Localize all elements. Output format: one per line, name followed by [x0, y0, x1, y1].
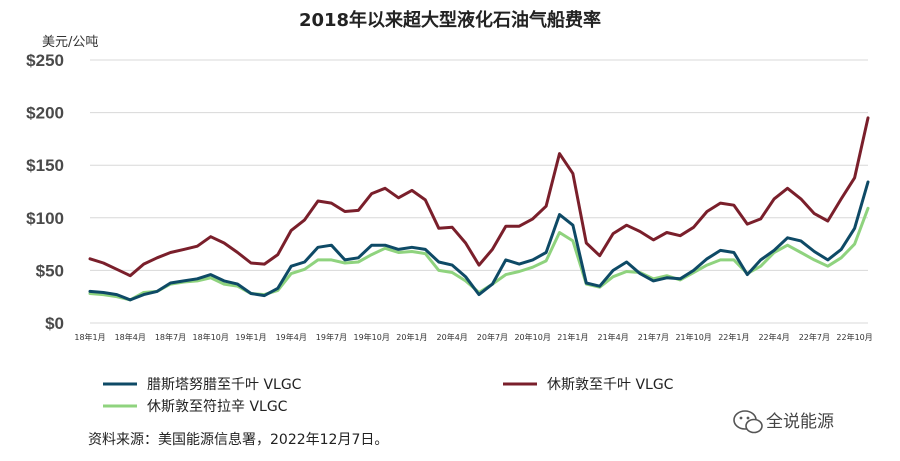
series-lines [88, 116, 870, 302]
x-tick-label: 21年4月 [597, 332, 628, 342]
y-tick-label: $50 [36, 261, 64, 280]
y-axis-unit: 美元/公吨 [42, 35, 98, 50]
x-tick-label: 19年10月 [354, 332, 390, 342]
watermark-text: 全说能源 [766, 412, 834, 432]
y-tick-label: $0 [45, 314, 64, 333]
y-tick-labels: $0 $50 $100 $150 $200 $250 [26, 51, 64, 333]
x-tick-label: 20年1月 [396, 332, 427, 342]
series-line-1 [88, 116, 870, 278]
series-line-0 [88, 180, 870, 302]
x-tick-label: 22年10月 [836, 332, 872, 342]
x-tick-label: 22年7月 [799, 332, 830, 342]
y-tick-label: $150 [26, 156, 64, 175]
x-tick-label: 21年1月 [557, 332, 588, 342]
x-tick-label: 20年4月 [437, 332, 468, 342]
x-tick-label: 19年1月 [235, 332, 266, 342]
x-tick-labels: 18年1月 18年4月 18年7月 18年10月 19年1月 19年4月 19年7月 19年1… [74, 332, 872, 342]
gridlines [90, 59, 868, 324]
y-tick-label: $100 [26, 209, 64, 228]
x-tick-label: 22年1月 [718, 332, 749, 342]
chart-title: 2018年以来超大型液化石油气船费率 [299, 9, 601, 31]
legend: 腊斯塔努腊至千叶 VLGC 休斯敦至千叶 VLGC 休斯敦至符拉辛 VLGC [103, 377, 674, 415]
x-tick-label: 18年10月 [193, 332, 229, 342]
x-tick-label: 21年7月 [638, 332, 669, 342]
watermark: 全说能源 [733, 410, 834, 434]
x-tick-label: 19年7月 [316, 332, 347, 342]
x-tick-label: 20年7月 [477, 332, 508, 342]
x-tick-label: 21年10月 [675, 332, 711, 342]
x-tick-label: 18年4月 [115, 332, 146, 342]
y-tick-label: $200 [26, 104, 64, 123]
x-tick-label: 18年1月 [74, 332, 105, 342]
x-tick-label: 19年4月 [276, 332, 307, 342]
x-tick-label: 20年10月 [514, 332, 550, 342]
wechat-icon [733, 410, 763, 434]
source-note: 资料来源：美国能源信息署，2022年12月7日。 [88, 431, 388, 448]
legend-label-houston-flushing: 休斯敦至符拉辛 VLGC [147, 399, 288, 415]
legend-label-houston-chiba: 休斯敦至千叶 VLGC [547, 377, 674, 393]
x-tick-label: 18年7月 [155, 332, 186, 342]
legend-label-rastanura: 腊斯塔努腊至千叶 VLGC [147, 377, 302, 393]
y-tick-label: $250 [26, 51, 64, 70]
x-tick-label: 22年4月 [758, 332, 789, 342]
